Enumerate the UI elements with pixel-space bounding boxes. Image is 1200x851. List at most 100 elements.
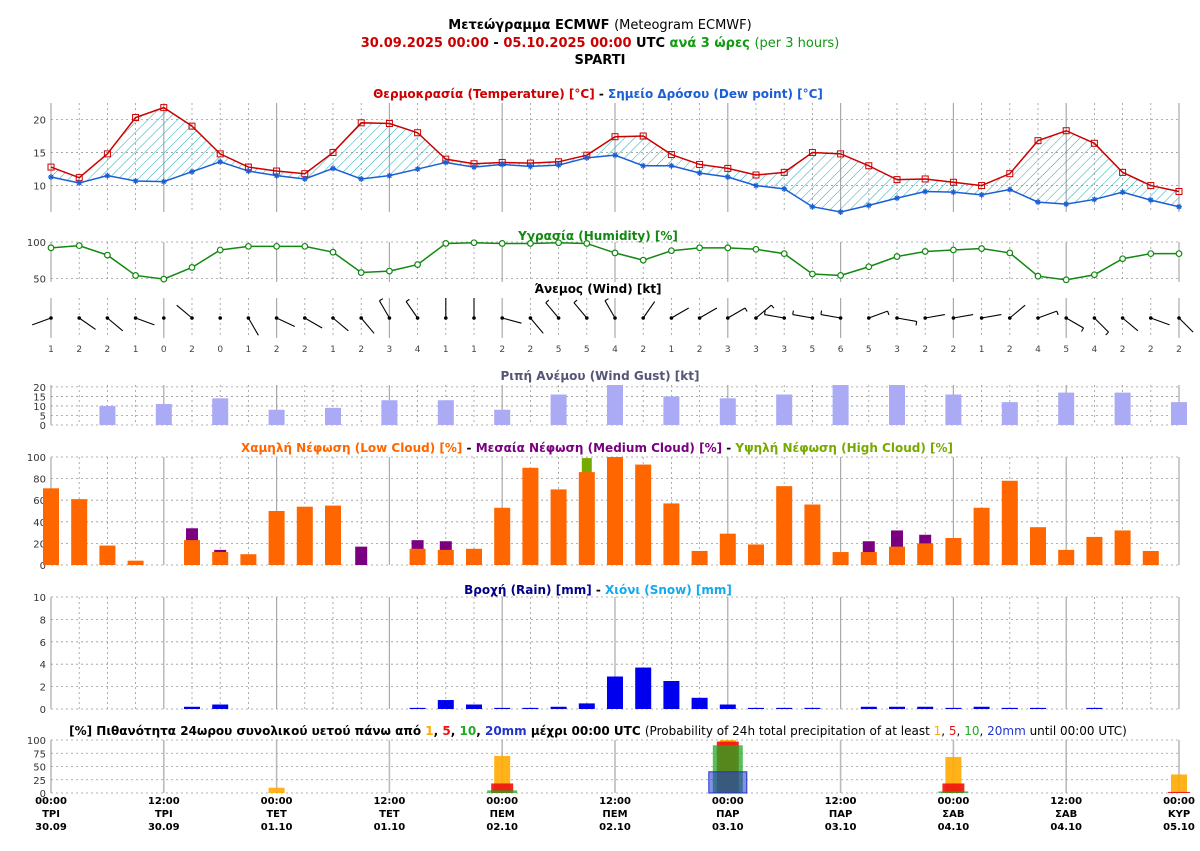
wind-speed-label: 0 [217, 345, 223, 355]
dewpoint-point [837, 209, 844, 215]
gust-y-tick: 15 [33, 392, 46, 403]
gust-bar [437, 400, 454, 425]
wind-barb-feather [573, 299, 578, 304]
cloud-y-tick: 20 [33, 539, 46, 550]
x-tick-time: 00:00 [712, 796, 744, 807]
temperature-point [724, 164, 732, 172]
probability-y-tick: 25 [33, 776, 46, 787]
wind-barb [671, 307, 689, 319]
humidity-point [273, 242, 281, 250]
wind-barb-feather [405, 298, 410, 303]
rain-y-tick: 2 [40, 683, 46, 694]
wind-speed-label: 4 [612, 345, 618, 355]
temperature-y-tick: 15 [33, 149, 46, 160]
wind-barb [727, 307, 746, 319]
x-tick-date: 01.10 [374, 822, 406, 833]
rain-bar [889, 706, 905, 709]
humidity-point [103, 251, 111, 259]
rain-bar [691, 697, 708, 709]
humidity-point [668, 247, 675, 255]
gust-y-tick: 10 [33, 402, 46, 413]
x-tick-time: 00:00 [486, 796, 518, 807]
low-cloud-bar [860, 552, 877, 565]
gust-bar [381, 400, 398, 425]
wind-barb [1037, 310, 1057, 319]
wind-speed-label: 4 [415, 345, 421, 355]
low-cloud-bar [268, 511, 285, 565]
rain-bar [550, 706, 567, 709]
temp-dew-spread-area [51, 107, 1179, 212]
humidity-point [1147, 250, 1155, 258]
rain-grid [50, 596, 1180, 710]
gust-bar [945, 394, 962, 425]
humidity-point [188, 264, 196, 271]
gust-bar [155, 404, 172, 425]
dewpoint-point [471, 164, 477, 171]
low-cloud-bar [973, 507, 990, 565]
wind-speed-label: 5 [556, 345, 562, 355]
temperature-point [188, 122, 196, 130]
probability-y-tick: 100 [27, 736, 46, 747]
humidity-point [1175, 250, 1183, 258]
dewpoint-point [358, 175, 365, 182]
probability-y-tick: 0 [40, 789, 46, 800]
low-cloud-bar [466, 548, 482, 565]
rain-y-tick: 4 [40, 660, 46, 671]
wind-barb [820, 313, 841, 319]
humidity-point [498, 240, 506, 247]
wind-barb-feather [604, 298, 609, 302]
wind-speed-label: 3 [753, 345, 759, 355]
wind-panel-title: Άνεμος (Wind) [kt] [534, 282, 661, 296]
dewpoint-point [386, 172, 393, 179]
wind-barb [135, 317, 155, 326]
wind-speed-label: 2 [951, 345, 957, 355]
wind-barb [1122, 317, 1139, 332]
humidity-point [611, 249, 619, 257]
humidity-point [978, 245, 985, 252]
wind-barb [78, 317, 96, 330]
humidity-point [893, 253, 901, 260]
rain-bar [437, 700, 454, 709]
probability-panel-title: [%] Πιθανότητα 24ωρου συνολικού υετού πά… [69, 724, 1127, 738]
rain-y-tick: 6 [40, 638, 46, 649]
cloud-y-tick: 80 [33, 475, 46, 486]
dewpoint-point [104, 172, 111, 179]
x-tick-day: ΠΑΡ [829, 809, 852, 820]
rain-bar [578, 703, 595, 709]
x-tick-time: 12:00 [825, 796, 857, 807]
temperature-point [1034, 137, 1042, 145]
wind-speed-label: 2 [697, 345, 703, 355]
wind-speed-label: 2 [189, 345, 195, 355]
dewpoint-point [555, 162, 562, 169]
wind-barb-feather [545, 299, 550, 304]
gust-bar [99, 405, 116, 425]
x-tick-time: 00:00 [35, 796, 67, 807]
gust-y-tick: 5 [40, 411, 46, 422]
wind-speed-label: 3 [894, 345, 900, 355]
humidity-point [921, 248, 929, 255]
gust-bar [832, 385, 849, 425]
wind-barb [360, 317, 375, 334]
temperature-point [160, 104, 168, 112]
humidity-point [301, 242, 309, 250]
dewpoint-point [724, 173, 731, 180]
wind-barb-feather [744, 307, 748, 312]
low-cloud-bar [240, 554, 257, 565]
temperature-point [1062, 127, 1070, 135]
rain-y-tick: 10 [33, 593, 46, 604]
dewpoint-point [273, 172, 280, 179]
dewpoint-point [1176, 203, 1182, 210]
temperature-point [949, 178, 957, 186]
wind-speed-label: 2 [76, 345, 82, 355]
humidity-point [132, 272, 140, 279]
x-tick-day: ΤΡΙ [155, 809, 173, 820]
humidity-point [950, 246, 957, 254]
wind-barb-feather [887, 310, 890, 316]
temperature-point [216, 150, 224, 158]
rain-bar [409, 707, 426, 709]
dewpoint-point [1035, 199, 1041, 206]
humidity-point [216, 246, 224, 254]
wind-barb [699, 307, 718, 319]
wind-barb [642, 301, 656, 319]
